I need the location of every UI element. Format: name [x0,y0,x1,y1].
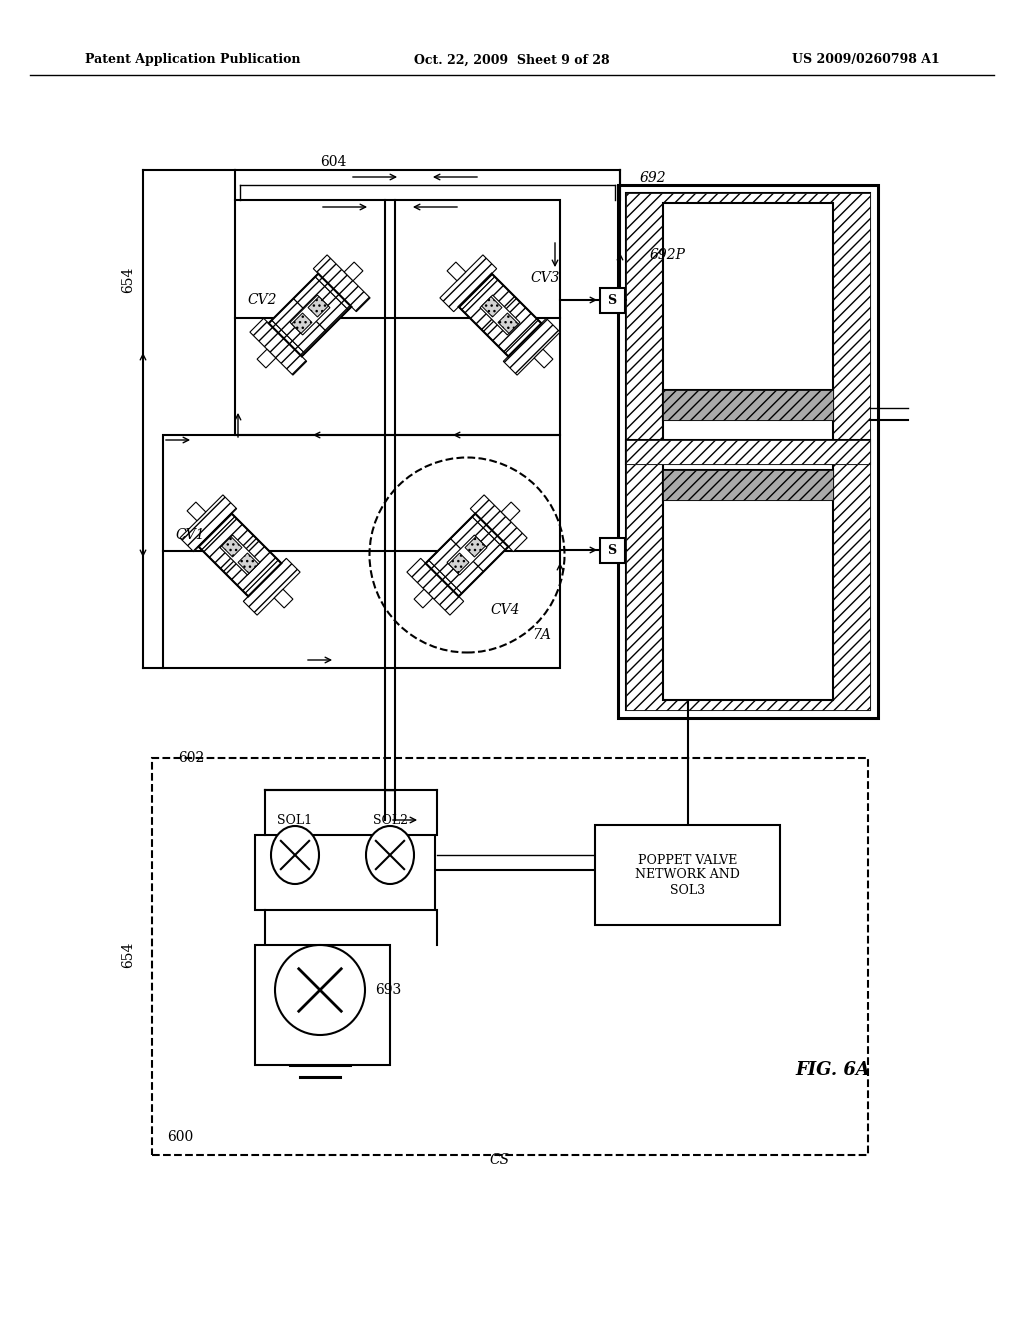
Polygon shape [220,535,260,576]
Polygon shape [313,255,370,312]
Bar [663,389,833,420]
Polygon shape [274,589,293,609]
Polygon shape [238,553,258,573]
Polygon shape [535,350,553,368]
Bar [663,462,833,700]
Text: CV1: CV1 [175,528,205,543]
Bar [663,470,833,500]
Polygon shape [505,321,542,356]
Polygon shape [465,537,485,557]
Polygon shape [180,495,237,552]
Polygon shape [308,297,329,317]
Polygon shape [498,313,518,334]
Polygon shape [472,513,508,550]
Text: S: S [607,544,616,557]
Bar [663,203,833,442]
Polygon shape [447,263,466,281]
Polygon shape [470,495,527,552]
Polygon shape [480,296,520,335]
Text: CV3: CV3 [530,271,559,285]
Bar [234,201,560,436]
Polygon shape [199,513,234,550]
Bar [626,440,870,465]
Polygon shape [501,502,520,521]
Polygon shape [429,539,483,593]
Polygon shape [414,589,433,609]
Text: CV4: CV4 [490,603,519,616]
Polygon shape [483,298,539,354]
Bar [255,836,435,909]
Text: 692P: 692P [650,248,686,261]
Polygon shape [315,273,351,310]
Bar [626,193,870,710]
Bar [255,945,390,1065]
Polygon shape [451,516,505,572]
Polygon shape [447,535,487,576]
Text: POPPET VALVE
NETWORK AND
SOL3: POPPET VALVE NETWORK AND SOL3 [635,854,740,896]
Text: Oct. 22, 2009  Sheet 9 of 28: Oct. 22, 2009 Sheet 9 of 28 [414,54,610,66]
Bar [595,825,780,925]
Text: CV2: CV2 [247,293,276,308]
Polygon shape [449,553,469,573]
Bar [152,758,868,1155]
Bar [626,193,870,710]
Polygon shape [268,321,305,356]
Bar [663,470,833,500]
Text: 604: 604 [319,154,346,169]
Polygon shape [459,273,495,310]
Text: Patent Application Publication: Patent Application Publication [85,54,300,66]
Polygon shape [221,537,242,557]
Polygon shape [271,298,327,354]
Polygon shape [407,558,464,615]
Text: US 2009/0260798 A1: US 2009/0260798 A1 [793,54,940,66]
Polygon shape [426,560,462,597]
Polygon shape [202,516,257,572]
Text: SOL2: SOL2 [373,813,408,826]
Polygon shape [462,277,516,331]
Polygon shape [187,502,206,521]
Polygon shape [244,558,300,615]
Ellipse shape [271,826,319,884]
Text: 654: 654 [121,267,135,293]
Text: S: S [607,293,616,306]
Polygon shape [245,560,282,597]
Polygon shape [440,255,497,312]
Bar [163,436,560,668]
Polygon shape [292,313,312,334]
Text: 693: 693 [375,983,401,997]
Text: 602: 602 [178,751,204,766]
Bar [618,185,878,718]
Polygon shape [250,318,307,375]
Ellipse shape [366,826,414,884]
Polygon shape [504,318,560,375]
Polygon shape [344,263,362,281]
Polygon shape [223,539,279,593]
Bar [626,440,870,465]
Polygon shape [294,277,348,331]
Text: SOL1: SOL1 [278,813,312,826]
Text: 692: 692 [640,172,667,185]
Text: 7A: 7A [532,628,551,642]
Polygon shape [290,296,330,335]
Text: FIG. 6A: FIG. 6A [795,1061,870,1078]
Polygon shape [481,297,502,317]
Polygon shape [257,350,275,368]
Text: CS: CS [489,1152,510,1167]
Bar [600,539,625,564]
Bar [663,389,833,420]
Bar [600,288,625,313]
Text: 654: 654 [121,941,135,968]
Text: 600: 600 [167,1130,194,1144]
Circle shape [275,945,365,1035]
